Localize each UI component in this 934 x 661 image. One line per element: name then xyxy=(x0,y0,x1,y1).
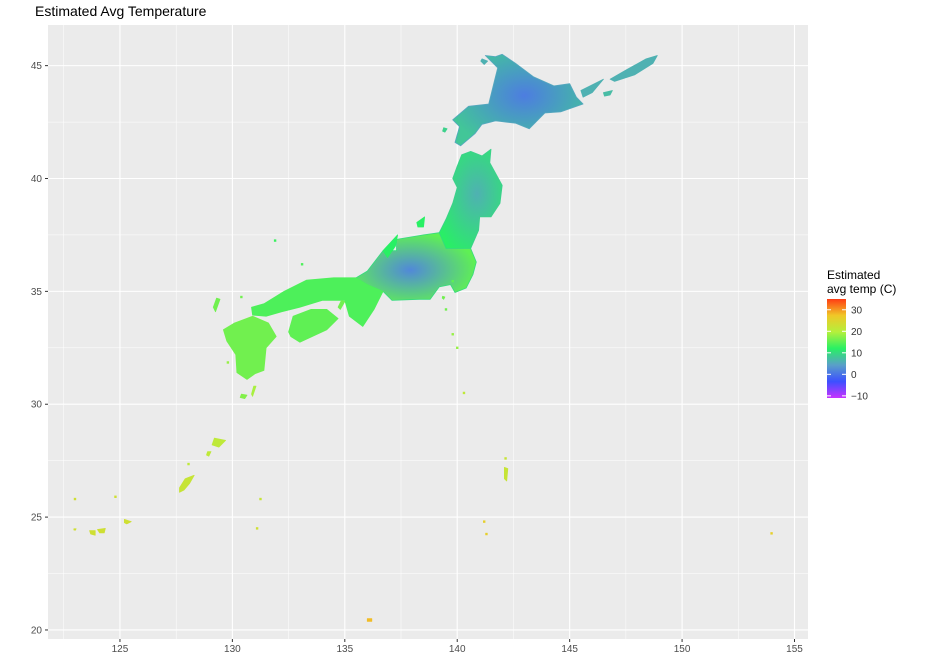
small-island-cell xyxy=(187,462,190,466)
land-region-ishigaki xyxy=(97,528,106,534)
land-region-miyako xyxy=(124,519,132,525)
small-island-cell xyxy=(255,527,259,530)
plot-panel xyxy=(48,25,808,639)
small-island-cell xyxy=(273,239,277,242)
small-island-cell xyxy=(240,295,243,299)
x-tick-label: 150 xyxy=(674,644,691,655)
y-tick-label: 30 xyxy=(31,400,43,411)
x-tick-label: 155 xyxy=(786,644,803,655)
legend-break-label: −10 xyxy=(851,391,868,402)
legend-break-label: 30 xyxy=(851,305,863,316)
small-island-cell xyxy=(114,495,117,498)
small-island-cell xyxy=(456,346,459,350)
land-region-noto xyxy=(382,234,399,258)
legend-break-label: 0 xyxy=(851,370,857,381)
land-region-chichijima xyxy=(503,466,509,482)
legend-break-label: 10 xyxy=(851,348,863,359)
land-region-okushiri xyxy=(442,127,448,133)
small-island-cell xyxy=(485,532,488,536)
small-island-cell xyxy=(451,280,454,283)
x-tick-label: 130 xyxy=(224,644,241,655)
land-region-amami xyxy=(211,437,227,448)
land-region-hokkaido xyxy=(452,53,584,147)
small-island-cell xyxy=(504,457,507,460)
chart-title: Estimated Avg Temperature xyxy=(35,3,207,19)
small-island-cell xyxy=(259,497,262,501)
land-region-shikotan xyxy=(603,90,613,97)
land-region-oshima xyxy=(441,295,446,300)
land-region-etorofu xyxy=(609,55,658,82)
land-region-tanegashima xyxy=(251,385,257,397)
land-region-rishiri-rebun xyxy=(480,58,489,65)
y-tick-label: 25 xyxy=(31,513,43,524)
y-tick-label: 40 xyxy=(31,174,43,185)
legend-colorbar xyxy=(827,299,846,398)
x-tick-label: 135 xyxy=(336,644,353,655)
small-island-cell xyxy=(444,308,448,311)
legend-break-label: 20 xyxy=(851,327,863,338)
y-tick-label: 45 xyxy=(31,61,43,72)
small-island-cell xyxy=(73,497,77,501)
axes: 125 130 135 140 145 150 155 20 25 30 35 40 45 xyxy=(31,61,803,655)
x-tick-label: 145 xyxy=(561,644,578,655)
legend-title-line: Estimated xyxy=(827,268,880,282)
land-region-shikoku xyxy=(288,308,339,343)
small-island-cell xyxy=(483,520,486,523)
land-region-sado xyxy=(416,216,426,228)
land-region-awaji xyxy=(337,299,346,310)
land-region-kunashiri xyxy=(580,78,604,98)
land-region-okinawa xyxy=(179,474,195,493)
small-island-cell xyxy=(451,333,454,336)
small-island-cell xyxy=(462,391,466,395)
land-region-tohoku xyxy=(438,148,503,249)
small-island-cell xyxy=(770,532,773,535)
small-island-cell xyxy=(226,361,230,364)
x-tick-label: 125 xyxy=(112,644,129,655)
land-region-iriomote xyxy=(89,530,96,536)
land-region-kyushu xyxy=(222,315,277,380)
land-region-tokunoshima xyxy=(206,451,212,457)
land-region-kansai-chugoku xyxy=(251,277,384,327)
x-tick-label: 140 xyxy=(449,644,466,655)
land-region-okinotorishima xyxy=(366,618,373,622)
small-island-cell xyxy=(300,263,304,266)
panel-background xyxy=(48,25,808,639)
land-region-tsushima xyxy=(212,297,221,313)
legend-title-line: avg temp (C) xyxy=(827,282,896,296)
y-tick-label: 20 xyxy=(31,625,43,636)
land-region-yonaguni xyxy=(73,528,77,531)
land-region-yakushima xyxy=(239,393,248,400)
y-tick-label: 35 xyxy=(31,287,43,298)
